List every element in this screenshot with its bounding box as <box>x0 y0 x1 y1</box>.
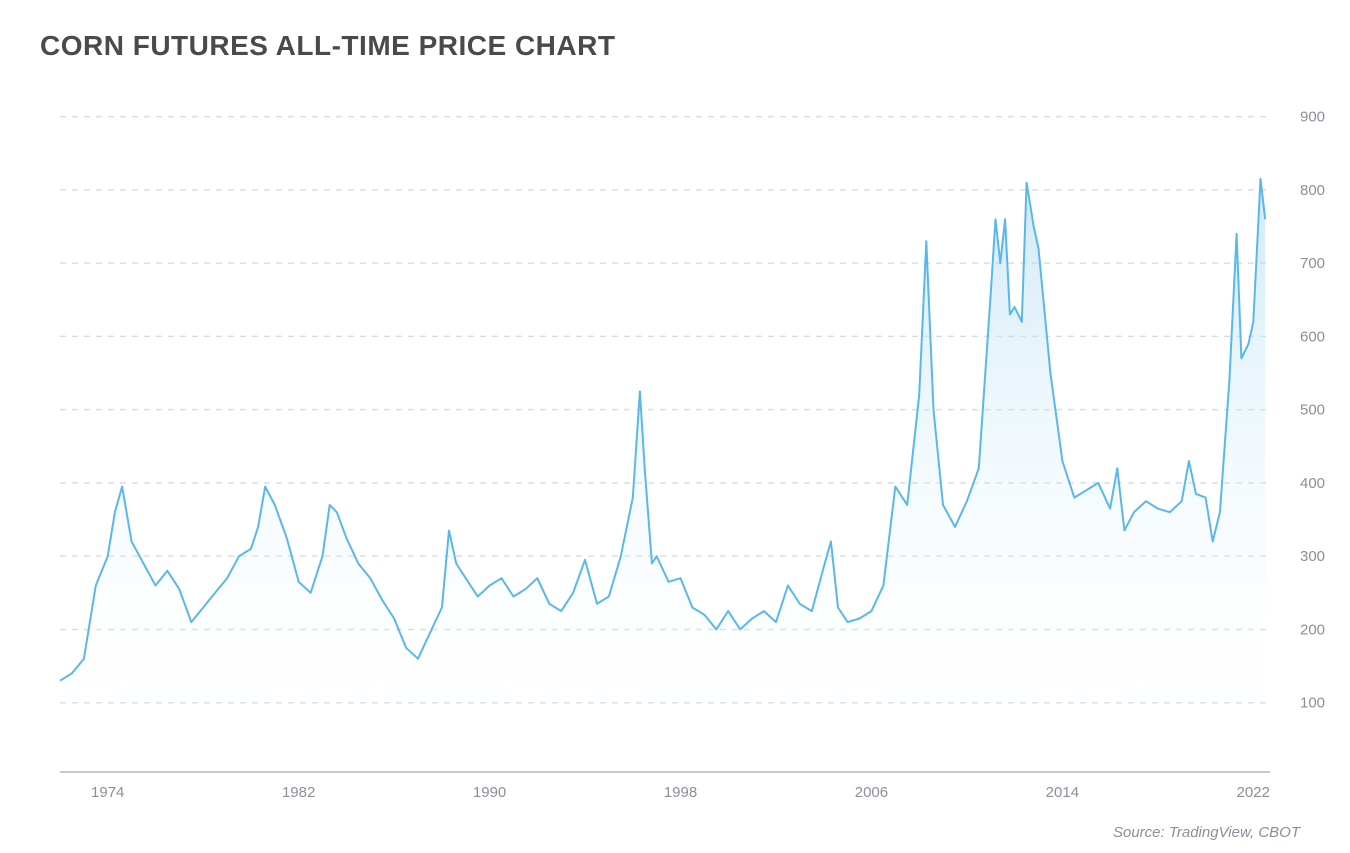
y-tick-label: 800 <box>1300 182 1325 199</box>
y-tick-label: 600 <box>1300 328 1325 345</box>
x-tick-label: 2006 <box>855 784 888 801</box>
x-tick-label: 2022 <box>1237 784 1270 801</box>
chart-plot-area: 1002003004005006007008009001974198219901… <box>40 82 1310 802</box>
chart-title: CORN FUTURES ALL-TIME PRICE CHART <box>40 30 1310 62</box>
y-tick-label: 500 <box>1300 402 1325 419</box>
y-tick-label: 400 <box>1300 475 1325 492</box>
y-tick-label: 900 <box>1300 109 1325 126</box>
x-tick-label: 2014 <box>1046 784 1079 801</box>
y-tick-label: 700 <box>1300 255 1325 272</box>
chart-container: CORN FUTURES ALL-TIME PRICE CHART 100 200… <box>0 0 1350 853</box>
chart-source: Source: TradingView, CBOT <box>1113 824 1300 841</box>
area-fill <box>60 179 1265 732</box>
x-tick-label: 1998 <box>664 784 697 801</box>
y-tick-label: 300 <box>1300 548 1325 565</box>
y-tick-label: 100 <box>1300 695 1325 712</box>
x-tick-label: 1982 <box>282 784 315 801</box>
x-tick-label: 1990 <box>473 784 506 801</box>
chart-svg: 100 200 300 400 500 600 700 800 900 1974 1982 1990 1… <box>40 82 1330 802</box>
y-tick-label: 200 <box>1300 621 1325 638</box>
x-tick-label: 1974 <box>91 784 124 801</box>
